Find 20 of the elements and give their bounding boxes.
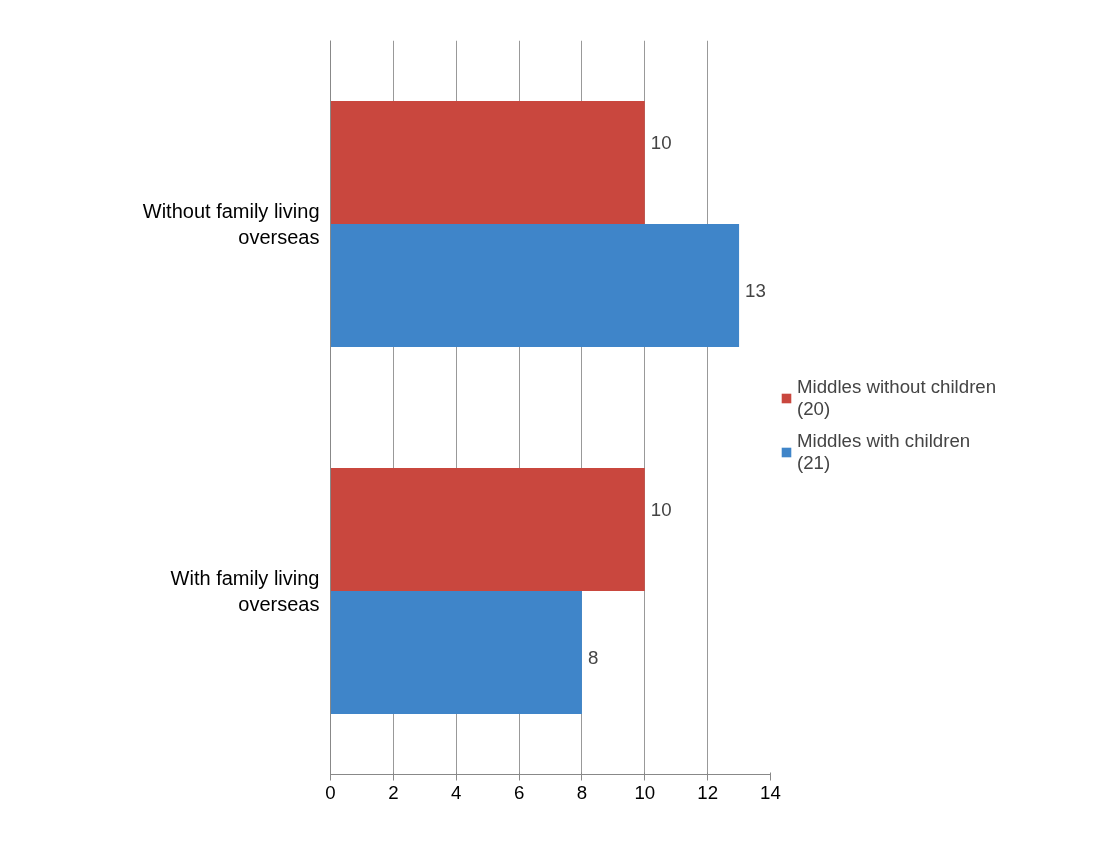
data-label: 10 — [650, 499, 672, 521]
bar — [330, 224, 740, 347]
legend-label: Middles with children (21) — [797, 430, 971, 474]
x-tick-label: 10 — [634, 781, 656, 803]
x-tick-label: 2 — [388, 781, 399, 803]
y-tick-label: With family living overseas — [170, 566, 320, 616]
legend-label: Middles without children (20) — [797, 376, 997, 420]
x-tick-label: 0 — [325, 781, 336, 803]
x-tick-label: 8 — [576, 781, 588, 803]
bar — [330, 101, 645, 224]
bar — [330, 468, 645, 591]
x-tick-label: 12 — [697, 781, 719, 803]
data-label: 10 — [650, 132, 672, 154]
x-tick-label: 4 — [451, 781, 462, 803]
data-label: 8 — [587, 646, 599, 668]
x-tick-label: 6 — [513, 781, 525, 803]
bar — [330, 591, 582, 714]
y-tick-label: Without family living overseas — [142, 199, 320, 249]
data-label: 13 — [745, 279, 766, 301]
x-tick-label: 14 — [760, 781, 781, 803]
